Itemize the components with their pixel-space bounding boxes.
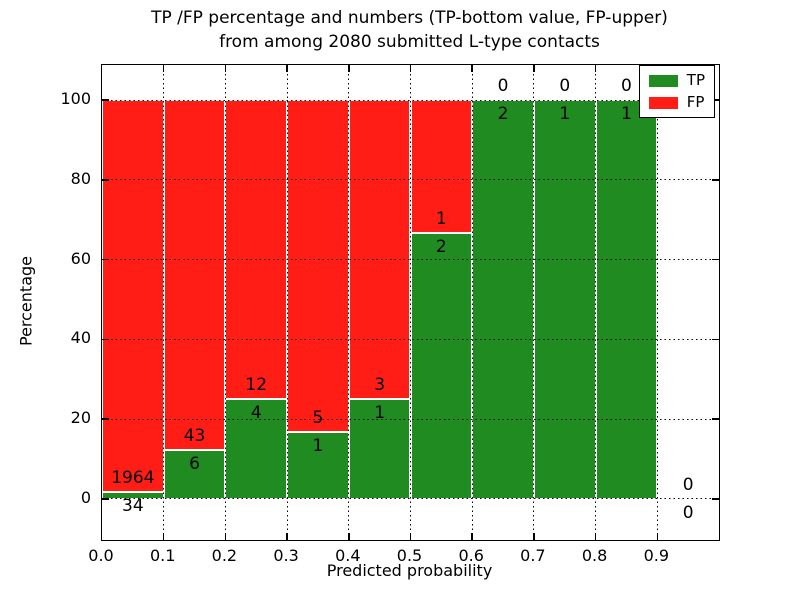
bar-label-tp-count: 1 bbox=[559, 104, 571, 125]
bar-segment-fp bbox=[287, 100, 349, 433]
plot-area: TP FP 1964 34 43 6 12 4 5 1 3 1 1 2 0 2 0 1 0 1 0 0 bbox=[101, 64, 720, 541]
bar-label-tp-count: 1 bbox=[312, 436, 324, 457]
legend-item-tp: TP bbox=[648, 71, 705, 89]
y-axis-label: Percentage bbox=[16, 255, 36, 347]
bar-label-fp-count: 0 bbox=[682, 474, 694, 495]
bar-label-fp-count: 1 bbox=[435, 209, 447, 230]
bar-segment-fp bbox=[225, 100, 288, 400]
bar-label-tp-count: 2 bbox=[435, 237, 447, 258]
chart-title-line-2: from among 2080 submitted L-type contact… bbox=[219, 32, 600, 52]
x-tick-mark bbox=[348, 65, 350, 72]
x-tick-mark bbox=[594, 533, 597, 540]
x-tick-mark bbox=[471, 533, 473, 540]
x-tick-label: 0.6 bbox=[458, 546, 484, 565]
y-tick-label: 40 bbox=[70, 328, 91, 348]
bar-label-tp-count: 0 bbox=[682, 502, 694, 523]
gridline-x bbox=[410, 65, 411, 540]
x-tick-mark bbox=[594, 65, 597, 72]
y-tick-mark bbox=[102, 418, 109, 420]
gridline-x bbox=[224, 65, 226, 540]
bar-segment-tp bbox=[410, 233, 473, 499]
bar-label-tp-count: 1 bbox=[621, 104, 632, 125]
bar-label-fp-count: 1964 bbox=[111, 468, 155, 489]
x-tick-label: 0.3 bbox=[273, 546, 299, 565]
y-tick-mark bbox=[712, 418, 719, 420]
y-tick-mark bbox=[712, 258, 719, 261]
bar-segment-fp bbox=[163, 100, 226, 451]
bar-label-tp-count: 2 bbox=[497, 104, 509, 125]
gridline-x bbox=[348, 65, 350, 540]
bar-label-fp-count: 12 bbox=[245, 375, 268, 396]
legend-item-fp: FP bbox=[648, 93, 705, 111]
x-tick-mark bbox=[656, 533, 659, 540]
gridline-x bbox=[533, 65, 535, 540]
y-tick-mark bbox=[102, 99, 109, 101]
bar-segment-fp bbox=[348, 100, 411, 400]
bar-segment-tp bbox=[287, 432, 349, 499]
x-tick-mark bbox=[286, 533, 288, 540]
y-tick-mark bbox=[712, 498, 719, 500]
bar-segment-tp bbox=[472, 100, 534, 499]
x-tick-mark bbox=[286, 65, 288, 72]
x-tick-mark bbox=[224, 533, 227, 540]
y-tick-mark bbox=[102, 498, 109, 500]
bar-label-fp-count: 0 bbox=[621, 76, 632, 97]
x-tick-label: 0.8 bbox=[581, 546, 608, 565]
x-tick-mark bbox=[162, 533, 165, 540]
bar-label-fp-count: 0 bbox=[497, 76, 509, 97]
bar-label-fp-count: 0 bbox=[559, 76, 571, 97]
x-tick-mark bbox=[533, 533, 535, 540]
chart-title-line-1: TP /FP percentage and numbers (TP-bottom… bbox=[151, 8, 668, 28]
y-tick-label: 80 bbox=[70, 168, 91, 188]
gridline-x bbox=[595, 65, 597, 540]
bar-label-fp-count: 5 bbox=[312, 408, 324, 429]
bar-segment-tp bbox=[225, 399, 288, 499]
y-tick-label: 60 bbox=[70, 248, 91, 268]
y-tick-mark bbox=[712, 338, 719, 341]
y-tick-mark bbox=[102, 258, 109, 261]
bar-segment-tp bbox=[163, 450, 226, 499]
tp-color-swatch bbox=[648, 74, 678, 87]
y-tick-label: 20 bbox=[70, 408, 91, 428]
x-tick-mark bbox=[162, 65, 165, 72]
bar-label-tp-count: 1 bbox=[374, 403, 386, 424]
bar-segment-tp bbox=[533, 100, 596, 499]
x-tick-mark bbox=[471, 65, 473, 72]
bar-segment-fp bbox=[102, 100, 164, 493]
x-tick-label: 0.7 bbox=[520, 546, 546, 565]
x-tick-mark bbox=[409, 65, 412, 72]
y-tick-mark bbox=[712, 179, 719, 181]
y-tick-mark bbox=[102, 179, 109, 181]
x-tick-label: 0.1 bbox=[149, 546, 176, 565]
x-tick-label: 0.5 bbox=[396, 546, 423, 565]
legend-label-fp: FP bbox=[686, 93, 705, 111]
bar-segment-tp bbox=[595, 100, 658, 499]
y-tick-label: 100 bbox=[60, 89, 91, 109]
gridline-x bbox=[286, 65, 288, 540]
y-tick-label: 0 bbox=[80, 487, 91, 507]
x-tick-mark bbox=[409, 533, 412, 540]
bar-label-fp-count: 3 bbox=[374, 375, 386, 396]
gridline-x bbox=[471, 65, 473, 540]
x-axis-label: Predicted probability bbox=[326, 561, 493, 580]
x-tick-mark bbox=[348, 533, 350, 540]
gridline-x bbox=[656, 65, 658, 540]
x-tick-mark bbox=[224, 65, 227, 72]
x-tick-label: 0.2 bbox=[211, 546, 238, 565]
x-tick-label: 0.0 bbox=[88, 546, 114, 565]
legend: TP FP bbox=[638, 65, 715, 118]
bar-label-tp-count: 4 bbox=[250, 403, 262, 424]
x-tick-mark bbox=[533, 65, 535, 72]
gridline-x bbox=[163, 65, 165, 540]
fp-color-swatch bbox=[648, 96, 678, 109]
bar-label-tp-count: 6 bbox=[189, 454, 200, 475]
y-tick-mark bbox=[102, 338, 109, 341]
y-tick-mark bbox=[712, 99, 719, 101]
legend-label-tp: TP bbox=[686, 71, 705, 89]
bar-label-tp-count: 34 bbox=[122, 496, 144, 517]
x-tick-label: 0.9 bbox=[643, 546, 670, 565]
x-tick-label: 0.4 bbox=[335, 546, 361, 565]
bar-label-fp-count: 43 bbox=[183, 426, 206, 447]
